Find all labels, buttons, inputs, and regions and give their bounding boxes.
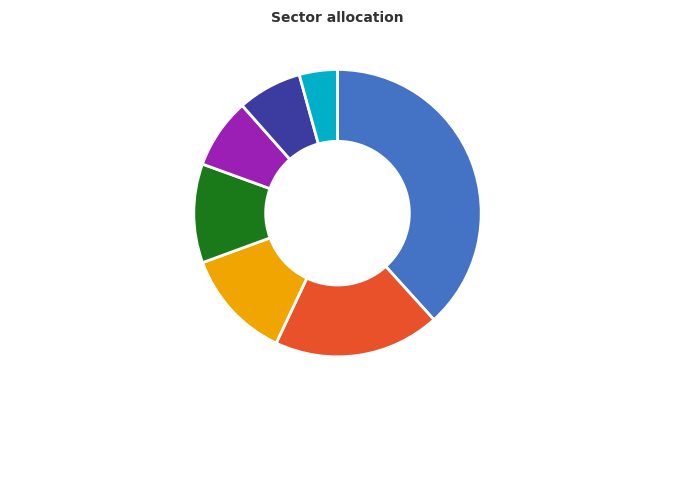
Wedge shape	[202, 238, 307, 343]
Wedge shape	[276, 266, 434, 357]
Wedge shape	[299, 69, 338, 144]
Wedge shape	[194, 164, 270, 262]
Wedge shape	[202, 105, 290, 189]
Wedge shape	[242, 75, 319, 160]
Wedge shape	[338, 69, 481, 319]
Title: Sector allocation: Sector allocation	[271, 11, 404, 25]
